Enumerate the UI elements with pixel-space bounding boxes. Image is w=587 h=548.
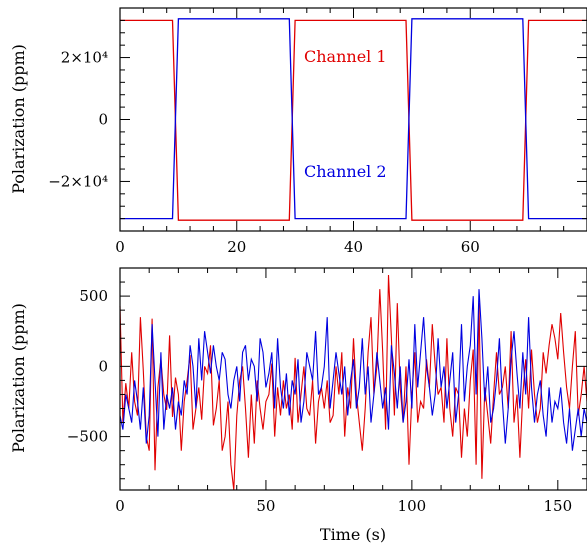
top-x-tick-label-3: 60: [461, 238, 480, 256]
top-y-tick-label-1: 0: [98, 111, 108, 129]
bottom-y-tick-label-2: −500: [67, 428, 108, 446]
bottom-y-tick-label-0: 500: [79, 287, 108, 305]
top-y-tick-label-0: 2×10⁴: [61, 49, 108, 67]
bottom-x-tick-labels: 0 50 100 150: [115, 497, 572, 515]
top-x-tick-label-0: 0: [115, 238, 125, 256]
bottom-x-tick-label-0: 0: [115, 497, 125, 515]
bottom-series-red-line: [119, 274, 587, 491]
top-x-tick-label-1: 20: [227, 238, 246, 256]
top-y-tick-labels: 2×10⁴ 0 −2×10⁴: [48, 49, 108, 191]
bottom-x-tick-label-2: 100: [398, 497, 427, 515]
top-plot-frame: [119, 7, 587, 232]
bottom-y-tick-label-1: 0: [98, 357, 108, 375]
bottom-y-axis-label: Polarization (ppm): [9, 303, 28, 453]
bottom-series-blue: [119, 289, 587, 451]
top-series-channel-2: [120, 18, 587, 220]
top-series-channel-2-line: [120, 18, 587, 220]
top-axis-ticks: [119, 7, 587, 232]
top-y-tick-label-2: −2×10⁴: [48, 172, 108, 190]
legend-channel-2: Channel 2: [304, 162, 387, 181]
bottom-x-tick-label-1: 50: [256, 497, 275, 515]
bottom-y-tick-labels: 500 0 −500: [67, 287, 108, 446]
bottom-x-tick-label-3: 150: [543, 497, 572, 515]
bottom-chart-panel: 0 50 100 150 500 0 −500 Polarization (ppm) Ti…: [9, 267, 587, 544]
legend-channel-1: Channel 1: [304, 47, 387, 66]
bottom-series-red: [119, 274, 587, 491]
bottom-series-blue-line: [119, 289, 587, 451]
bottom-x-axis-label: Time (s): [320, 525, 386, 544]
top-x-tick-label-2: 40: [344, 238, 363, 256]
top-y-axis-label: Polarization (ppm): [9, 44, 28, 194]
bottom-plot-frame: [119, 267, 587, 491]
top-x-tick-labels: 0 20 40 60: [115, 238, 480, 256]
